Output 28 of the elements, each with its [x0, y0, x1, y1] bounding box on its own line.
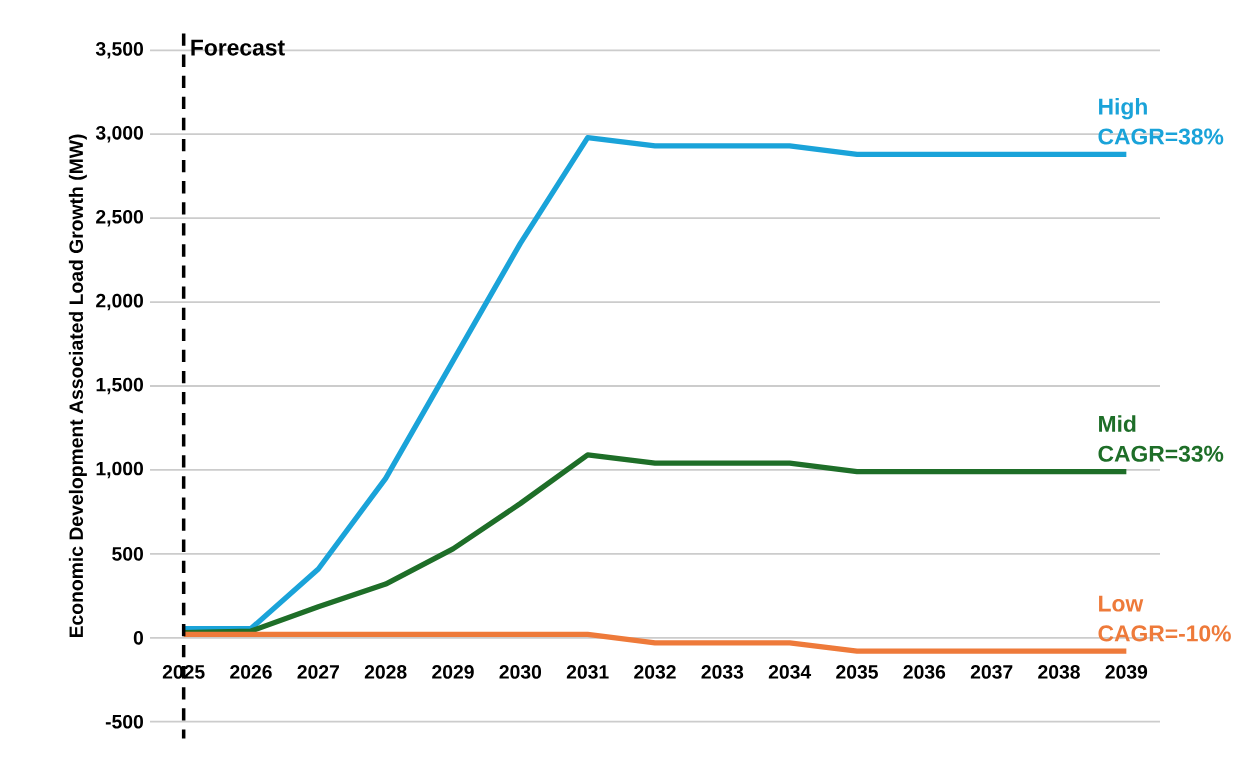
x-tick-label: 2036 — [903, 665, 946, 679]
x-tick-label: 2037 — [970, 665, 1013, 679]
x-tick-label: 2034 — [768, 665, 812, 679]
series-label: Mid CAGR=33% — [1098, 415, 1224, 462]
x-tick-label: 2038 — [1038, 665, 1080, 679]
y-tick-label: 3,000 — [95, 125, 143, 143]
y-tick-label: 2,500 — [96, 209, 143, 227]
x-tick-label: 2035 — [836, 665, 878, 679]
ref-line-label: Forecast — [191, 39, 285, 56]
y-tick-label: -500 — [105, 714, 143, 729]
y-tick-label: 500 — [112, 547, 143, 561]
x-tick-label: 2039 — [1105, 665, 1148, 679]
x-tick-label: 2033 — [701, 665, 744, 679]
series-label: Low CAGR=-10% — [1098, 595, 1231, 642]
y-tick-label: 3,500 — [95, 42, 143, 59]
y-tick-label: 2,000 — [96, 293, 143, 311]
y-tick-label: 1,500 — [96, 377, 143, 395]
x-tick-label: 2027 — [297, 665, 339, 679]
x-tick-label: 2028 — [364, 665, 407, 679]
x-tick-label: 2029 — [432, 665, 474, 679]
x-tick-label: 2030 — [499, 665, 542, 679]
x-tick-label: 2026 — [230, 665, 272, 679]
x-tick-label: 2031 — [566, 665, 609, 679]
y-tick-label: 1,000 — [96, 461, 143, 479]
x-tick-label: 2032 — [634, 665, 676, 679]
series-label: High CAGR=38% — [1098, 97, 1224, 145]
y-axis-title: Economic Development Associated Load Growth (MW) — [68, 134, 87, 638]
y-tick-label: 0 — [133, 630, 143, 645]
